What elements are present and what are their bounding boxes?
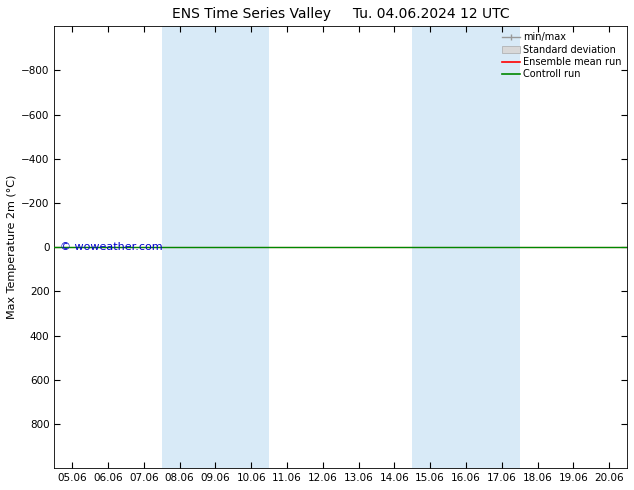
Bar (412, 26, 520, 468)
Y-axis label: Max Temperature 2m (°C): Max Temperature 2m (°C) (7, 175, 17, 319)
Bar (162, 26, 269, 468)
Text: © woweather.com: © woweather.com (60, 242, 163, 252)
Legend: min/max, Standard deviation, Ensemble mean run, Controll run: min/max, Standard deviation, Ensemble me… (500, 29, 624, 82)
Title: ENS Time Series Valley     Tu. 04.06.2024 12 UTC: ENS Time Series Valley Tu. 04.06.2024 12… (172, 7, 510, 21)
